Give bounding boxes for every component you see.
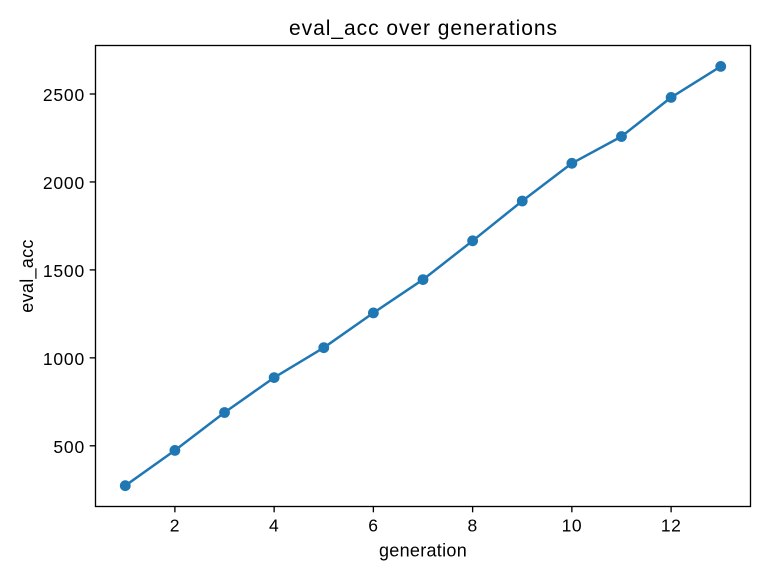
svg-text:1000: 1000	[43, 349, 85, 369]
svg-text:1500: 1500	[43, 261, 85, 281]
svg-text:eval_acc: eval_acc	[17, 239, 38, 312]
svg-text:10: 10	[562, 516, 583, 536]
svg-text:2: 2	[170, 516, 180, 536]
svg-text:eval_acc over generations: eval_acc over generations	[289, 17, 558, 40]
svg-text:12: 12	[661, 516, 682, 536]
svg-text:2000: 2000	[43, 173, 85, 193]
svg-text:generation: generation	[379, 541, 467, 561]
svg-text:6: 6	[368, 516, 378, 536]
svg-text:2500: 2500	[43, 85, 85, 105]
svg-text:500: 500	[53, 437, 85, 457]
svg-text:8: 8	[467, 516, 477, 536]
svg-text:4: 4	[269, 516, 279, 536]
